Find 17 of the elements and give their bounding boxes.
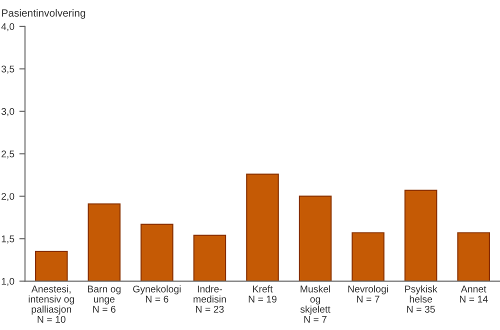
x-tick-label: Gynekologi N = 6 [133,285,181,303]
y-tick-label: 2,0 [2,192,14,202]
x-tick-label: Psykisk helse N = 35 [405,285,438,313]
x-tick-label: Kreft N = 19 [248,285,276,303]
y-axis-title: Pasientinvolvering [2,9,86,19]
y-tick-label: 1,5 [2,236,14,244]
y-tick-label: 3,5 [1,66,14,74]
y-tick-label: 2,5 [2,150,14,159]
x-tick-label: Muskel og skjelett N = 7 [300,285,330,323]
x-tick-label: Indre- medisin N = 23 [194,285,226,313]
y-tick-label: 4,0 [1,23,14,32]
y-tick-label: 1,0 [2,278,14,286]
x-tick-label: Nevrologi N = 7 [348,285,388,302]
x-tick-label: Anestesi, intensiv og palliasjon N = 10 [28,285,74,323]
x-tick-label: Annet N = 14 [460,286,488,302]
x-tick-label: Barn og unge N = 6 [88,286,121,313]
y-tick-label: 3,0 [1,108,14,116]
